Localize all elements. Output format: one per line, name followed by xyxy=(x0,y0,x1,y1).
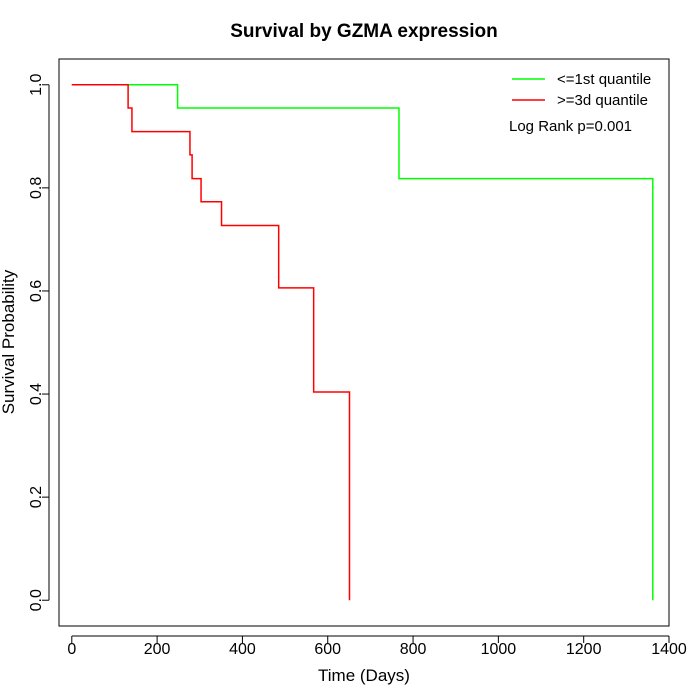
x-tick-label: 400 xyxy=(229,641,256,658)
x-tick-label: 1400 xyxy=(651,641,687,658)
x-tick-label: 800 xyxy=(400,641,427,658)
x-tick-label: 600 xyxy=(314,641,341,658)
y-tick-label: 0.4 xyxy=(28,383,45,405)
series-layer xyxy=(71,84,654,601)
logrank-annotation: Log Rank p=0.001 xyxy=(509,118,632,135)
plot-frame xyxy=(58,58,670,627)
y-tick-label: 0.6 xyxy=(28,280,45,302)
x-tick-label: 0 xyxy=(67,641,76,658)
y-axis: 0.0 0.2 0.4 0.6 0.8 1.0 xyxy=(28,74,50,611)
series-line-low-quantile xyxy=(71,84,654,601)
x-axis: 0 200 400 600 800 1000 1200 1400 xyxy=(67,635,687,658)
legend: <=1st quantile >=3d quantile Log Rank p=… xyxy=(509,71,651,135)
y-tick-label: 1.0 xyxy=(28,74,45,96)
x-tick-label: 1200 xyxy=(566,641,602,658)
legend-label-high: >=3d quantile xyxy=(557,92,648,109)
y-tick-label: 0.0 xyxy=(28,589,45,611)
legend-label-low: <=1st quantile xyxy=(557,71,651,88)
chart-title: Survival by GZMA expression xyxy=(230,21,498,42)
y-axis-label: Survival Probability xyxy=(0,269,18,414)
x-tick-label: 200 xyxy=(144,641,171,658)
y-tick-label: 0.2 xyxy=(28,486,45,508)
series-line-high-quantile xyxy=(71,84,351,601)
x-axis-label: Time (Days) xyxy=(318,666,410,685)
x-tick-label: 1000 xyxy=(481,641,517,658)
y-tick-label: 0.8 xyxy=(28,177,45,199)
